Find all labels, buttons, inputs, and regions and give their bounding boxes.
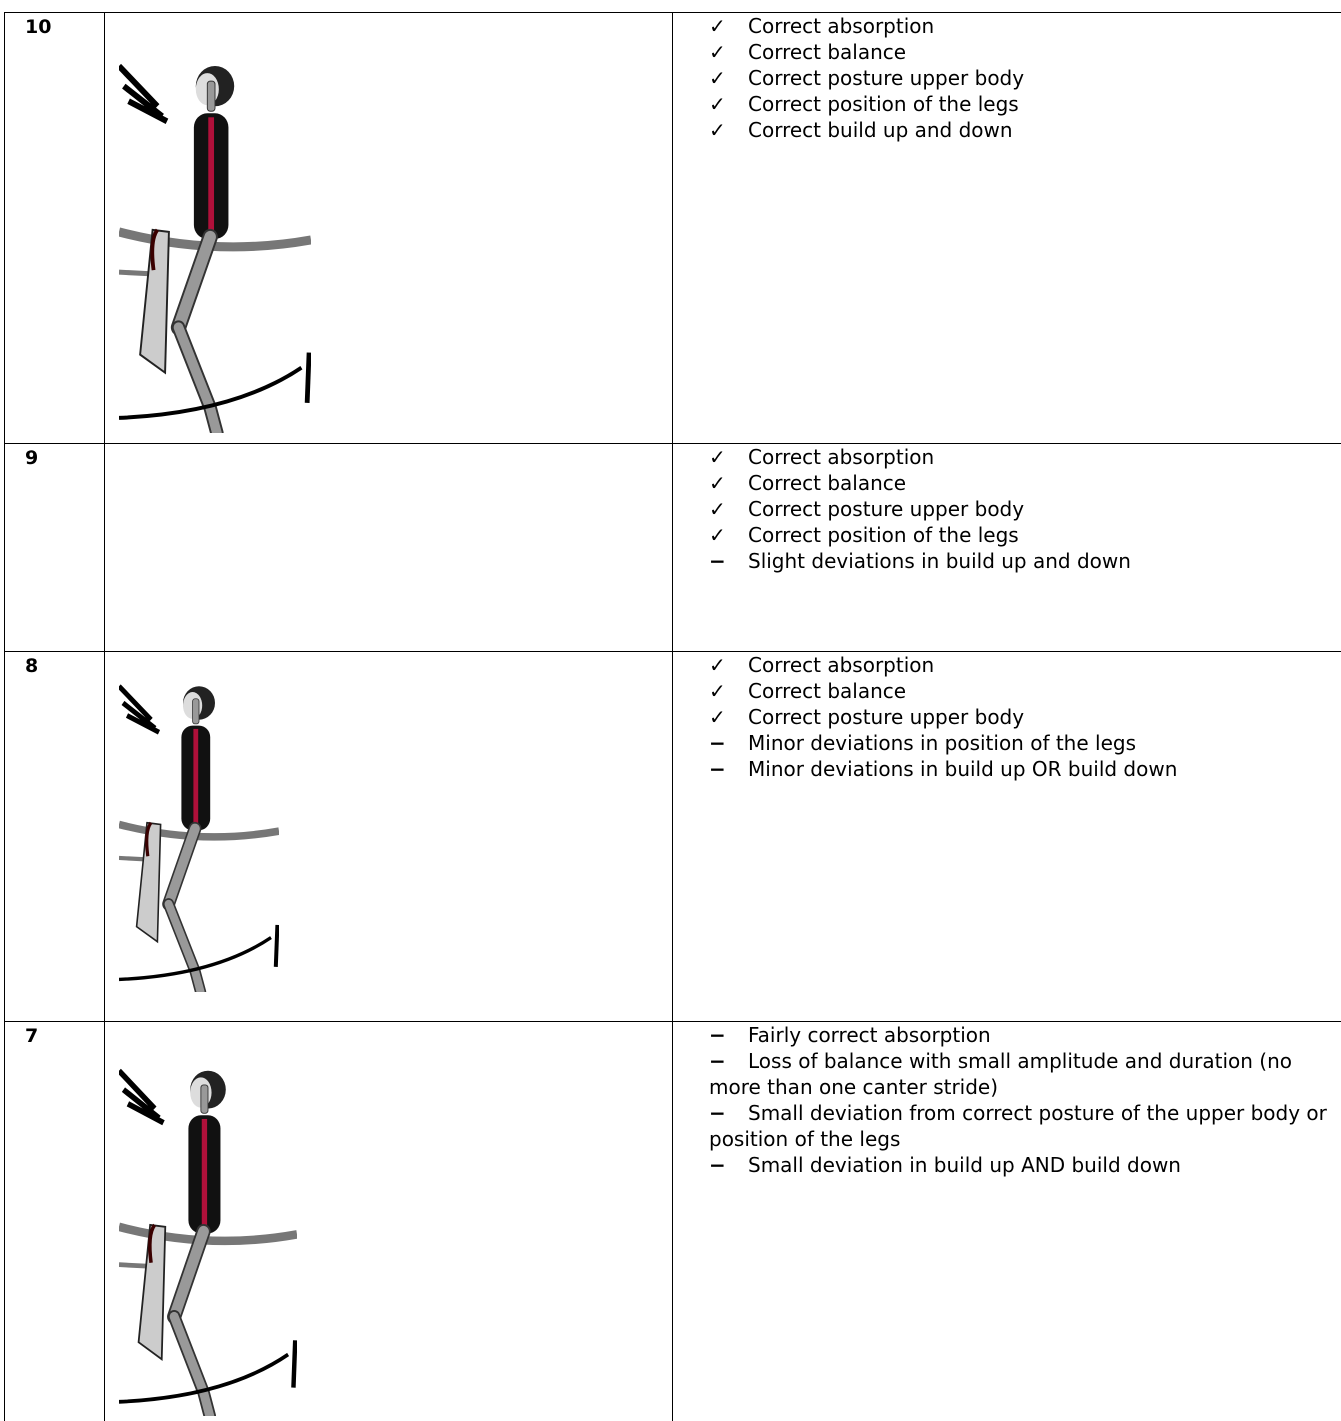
criterion: ✓ Correct posture upper body — [709, 496, 1341, 522]
score: 10 — [4, 13, 104, 443]
criterion: ✓ Correct balance — [709, 39, 1341, 65]
criterion-marker: − — [709, 1023, 726, 1047]
rider-illustration — [119, 682, 279, 992]
criterion-marker: ✓ — [709, 66, 726, 90]
criterion-marker: − — [709, 549, 726, 573]
criterion: − Fairly correct absorption — [709, 1022, 1341, 1048]
criterion: ✓ Correct build up and down — [709, 117, 1341, 143]
criteria: ✓ Correct absorption ✓ Correct balance ✓ Corr… — [672, 13, 1341, 443]
criterion-text: Loss of balance with small amplitude and… — [709, 1049, 1293, 1099]
criterion-text: Small deviation in build up AND build do… — [748, 1153, 1181, 1177]
illustration-cell — [104, 444, 672, 651]
illustration-cell — [104, 1022, 672, 1421]
criterion-text: Correct posture upper body — [748, 497, 1025, 521]
criterion-marker: ✓ — [709, 40, 726, 64]
criteria: ✓ Correct absorption ✓ Correct balance ✓ Corr… — [672, 444, 1341, 651]
criterion-text: Correct position of the legs — [748, 523, 1019, 547]
criterion: − Minor deviations in build up OR build d… — [709, 756, 1341, 782]
criterion: ✓ Correct absorption — [709, 13, 1341, 39]
criteria: ✓ Correct absorption ✓ Correct balance ✓ Corr… — [672, 652, 1341, 1021]
criterion: ✓ Correct absorption — [709, 444, 1341, 470]
criterion-text: Correct absorption — [748, 14, 935, 38]
criterion-marker: − — [709, 1049, 726, 1073]
criterion-text: Correct position of the legs — [748, 92, 1019, 116]
illustration-cell — [104, 652, 672, 1021]
criterion-marker: ✓ — [709, 92, 726, 116]
criterion: − Small deviation in build up AND build d… — [709, 1152, 1341, 1178]
criterion: ✓ Correct posture upper body — [709, 704, 1341, 730]
criterion-marker: ✓ — [709, 118, 726, 142]
score: 8 — [4, 652, 104, 1021]
criterion: ✓ Correct balance — [709, 470, 1341, 496]
rider-illustration — [119, 61, 311, 433]
criterion-marker: ✓ — [709, 653, 726, 677]
score: 7 — [4, 1022, 104, 1421]
criterion-marker: − — [709, 731, 726, 755]
score-row: 9 ✓ Correct absorption ✓ Correct balance ✓ Cor… — [4, 443, 1341, 651]
criterion-text: Correct balance — [748, 40, 907, 64]
criterion-text: Correct posture upper body — [748, 66, 1025, 90]
criterion-text: Fairly correct absorption — [748, 1023, 991, 1047]
criterion-text: Correct posture upper body — [748, 705, 1025, 729]
criterion-text: Correct build up and down — [748, 118, 1013, 142]
criterion: ✓ Correct absorption — [709, 652, 1341, 678]
criterion: − Minor deviations in position of the leg… — [709, 730, 1341, 756]
criterion-marker: ✓ — [709, 497, 726, 521]
criterion-text: Correct absorption — [748, 653, 935, 677]
criterion-marker: − — [709, 757, 726, 781]
criterion: − Small deviation from correct posture of… — [709, 1100, 1341, 1152]
illustration-cell — [104, 13, 672, 443]
criterion-marker: ✓ — [709, 471, 726, 495]
criterion: ✓ Correct position of the legs — [709, 522, 1341, 548]
score-row: 10 ✓ Correct absorption ✓ Correct balance ✓ Co… — [4, 12, 1341, 443]
criterion-marker: − — [709, 1101, 726, 1125]
criterion: ✓ Correct posture upper body — [709, 65, 1341, 91]
criteria: − Fairly correct absorption − Loss of balan… — [672, 1022, 1341, 1421]
criterion-text: Correct balance — [748, 679, 907, 703]
criterion-text: Slight deviations in build up and down — [748, 549, 1131, 573]
score: 9 — [4, 444, 104, 651]
criterion-marker: ✓ — [709, 445, 726, 469]
criterion-marker: ✓ — [709, 523, 726, 547]
criterion: ✓ Correct balance — [709, 678, 1341, 704]
rider-illustration — [119, 1066, 297, 1416]
criterion-text: Correct absorption — [748, 445, 935, 469]
score-table: 10 ✓ Correct absorption ✓ Correct balance ✓ Co… — [4, 12, 1341, 1421]
criterion: − Slight deviations in build up and down — [709, 548, 1341, 574]
criterion-text: Small deviation from correct posture of … — [709, 1101, 1327, 1151]
criterion-text: Minor deviations in build up OR build do… — [748, 757, 1178, 781]
criterion-text: Minor deviations in position of the legs — [748, 731, 1136, 755]
criterion-marker: ✓ — [709, 705, 726, 729]
criterion-marker: ✓ — [709, 14, 726, 38]
criterion-marker: − — [709, 1153, 726, 1177]
criterion: ✓ Correct position of the legs — [709, 91, 1341, 117]
criterion: − Loss of balance with small amplitude an… — [709, 1048, 1341, 1100]
score-row: 8 ✓ Correct absorption ✓ Correct balance ✓ Cor… — [4, 651, 1341, 1021]
score-row: 7− Fairly correct absorption − Loss of bala… — [4, 1021, 1341, 1421]
criterion-text: Correct balance — [748, 471, 907, 495]
criterion-marker: ✓ — [709, 679, 726, 703]
